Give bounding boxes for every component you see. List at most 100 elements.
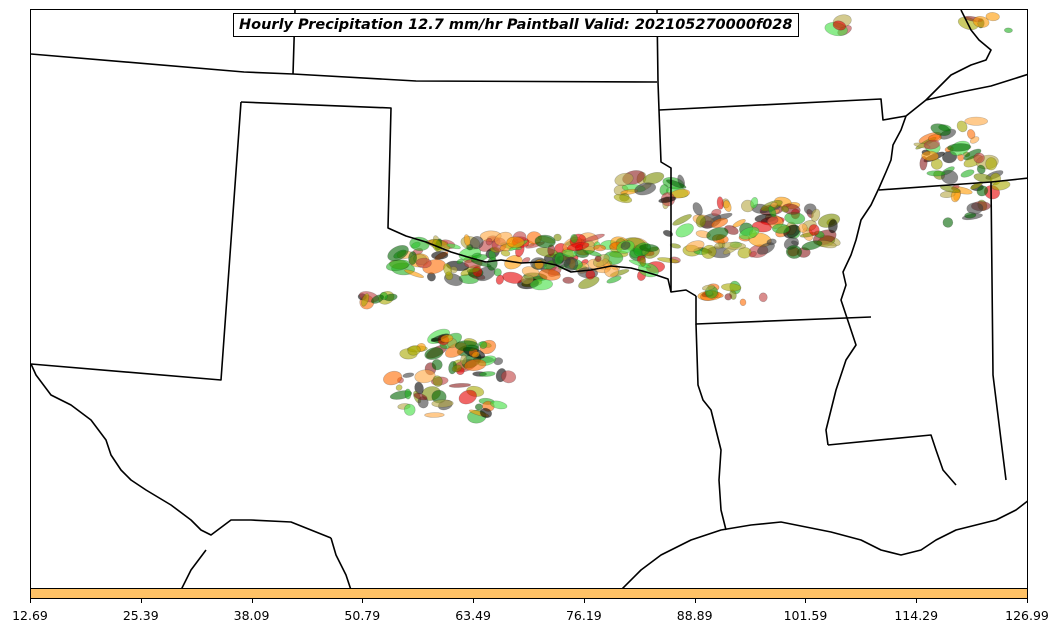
precip-blob xyxy=(695,215,707,228)
precip-blob xyxy=(785,244,803,259)
precip-blob xyxy=(972,16,990,28)
precip-blob xyxy=(361,293,370,307)
precip-blob xyxy=(960,169,975,178)
precip-blob xyxy=(973,152,985,164)
precip-blob xyxy=(930,123,951,136)
precip-blob xyxy=(463,234,471,247)
precip-blob xyxy=(471,351,480,358)
colorbar-tick xyxy=(140,599,142,603)
colorbar-tick xyxy=(362,599,364,603)
precip-blob xyxy=(614,172,634,186)
precip-blob xyxy=(387,245,409,262)
precip-blob xyxy=(642,172,665,185)
precip-blob xyxy=(440,334,454,343)
precip-blob xyxy=(711,208,722,217)
missouri-south-border xyxy=(658,73,1027,121)
precip-blob xyxy=(408,251,418,265)
gulf-coast xyxy=(330,500,1027,588)
precip-blob xyxy=(701,284,715,291)
precip-blob xyxy=(723,200,732,212)
colorbar-tick-label: 25.39 xyxy=(122,608,159,623)
precip-blob xyxy=(692,202,703,216)
precip-blob xyxy=(479,340,488,349)
precip-blob xyxy=(657,257,680,264)
precip-blob xyxy=(534,234,556,249)
precip-blob xyxy=(701,244,717,259)
precip-blob xyxy=(685,240,705,253)
precip-blob xyxy=(469,235,484,250)
precip-blob xyxy=(520,274,534,285)
precip-blob xyxy=(409,236,430,252)
colorbar-tick-label: 63.49 xyxy=(455,608,491,623)
precip-blob xyxy=(456,258,464,265)
precip-blob xyxy=(739,298,747,306)
precip-blob xyxy=(923,139,940,150)
precip-blob xyxy=(562,276,575,284)
kansas-colorado-north-border xyxy=(31,53,658,83)
precip-blob xyxy=(578,276,600,289)
colorbar xyxy=(30,588,1028,599)
colorbar-tick-label: 101.59 xyxy=(783,608,828,623)
precip-blob xyxy=(451,364,462,373)
precip-blob xyxy=(506,236,525,249)
precip-blob xyxy=(758,292,768,303)
precip-blob xyxy=(985,12,1000,22)
louisiana-north-border xyxy=(827,434,957,486)
precip-blob xyxy=(810,208,821,222)
precip-blob xyxy=(956,120,968,133)
colorbar-tick xyxy=(694,599,696,603)
precip-blob xyxy=(402,372,415,378)
precip-blob xyxy=(466,267,481,273)
precip-blob xyxy=(553,233,562,242)
precip-blob xyxy=(613,194,633,204)
precip-blob xyxy=(458,389,477,405)
precip-blob xyxy=(584,249,602,257)
precip-blob xyxy=(969,136,980,144)
colorbar-tick xyxy=(251,599,253,603)
precip-blob xyxy=(500,370,517,384)
precip-blob xyxy=(757,242,775,255)
precip-blob xyxy=(431,359,443,371)
precip-blob xyxy=(414,369,436,384)
precip-blob xyxy=(383,370,403,386)
precip-blob xyxy=(454,340,480,352)
precip-blob xyxy=(772,223,790,234)
precip-blob xyxy=(606,275,622,284)
precip-blob xyxy=(791,240,799,246)
precip-blob xyxy=(431,399,454,408)
precip-blob xyxy=(564,256,579,271)
precip-blob xyxy=(669,243,682,249)
precip-blob xyxy=(431,251,449,260)
precip-blob xyxy=(780,205,790,213)
colorbar-tick-label: 76.19 xyxy=(565,608,602,623)
colorbar-tick-label: 126.99 xyxy=(1005,608,1049,623)
precip-blob xyxy=(460,354,467,365)
precip-blob xyxy=(711,217,729,229)
colorbar-tick-label: 12.69 xyxy=(12,608,48,623)
precip-blob xyxy=(424,347,444,360)
precip-blob xyxy=(721,241,747,250)
precip-blob xyxy=(570,234,578,243)
map-canvas xyxy=(31,10,1027,588)
precip-blob xyxy=(964,116,989,126)
precip-blob xyxy=(749,251,757,258)
colorbar-tick-label: 88.89 xyxy=(676,608,713,623)
map-title: Hourly Precipitation 12.7 mm/hr Paintbal… xyxy=(233,13,799,37)
colorbar-tick xyxy=(916,599,918,603)
precip-blob xyxy=(639,256,647,267)
precip-blob xyxy=(738,226,760,240)
precip-blob xyxy=(940,184,961,194)
precip-blob xyxy=(1004,27,1013,34)
precip-blob xyxy=(976,164,986,175)
precip-blob xyxy=(404,388,412,400)
precip-blob xyxy=(798,223,808,233)
precip-blob xyxy=(716,196,724,210)
precip-blob xyxy=(370,294,385,304)
precip-blob xyxy=(966,202,984,215)
precipitation-paintball-layer xyxy=(357,12,1013,424)
map-panel xyxy=(30,9,1028,589)
oklahoma-panhandle xyxy=(240,101,487,263)
precip-blob xyxy=(583,233,605,243)
precip-blob xyxy=(529,278,553,291)
precip-blob xyxy=(801,240,823,251)
